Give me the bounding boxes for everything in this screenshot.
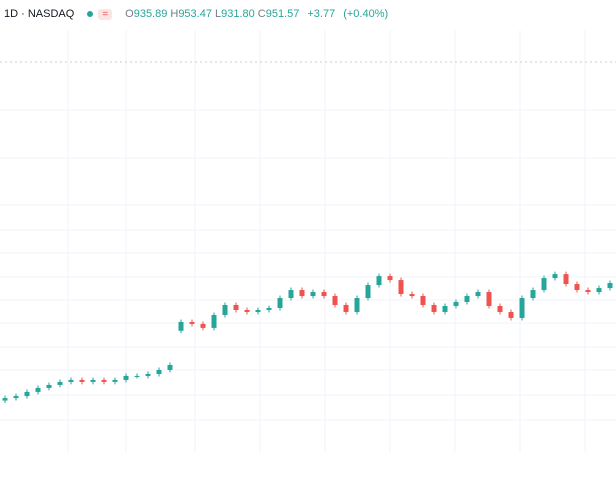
change-pct: (+0.40%)	[343, 8, 389, 20]
change: +3.77	[307, 8, 336, 20]
candle-body	[156, 369, 162, 374]
candle-body	[57, 381, 63, 385]
candle-body	[90, 379, 96, 382]
candle-body	[277, 298, 283, 308]
candle-body	[244, 309, 250, 312]
candle-body	[574, 284, 580, 291]
candle-body	[431, 304, 437, 312]
candle-body	[563, 274, 569, 285]
candle-body	[255, 309, 261, 312]
status-dot	[87, 11, 94, 17]
candle-body	[365, 285, 371, 299]
candle-body	[552, 274, 558, 279]
candle-body	[409, 294, 415, 297]
candle-body	[123, 375, 129, 380]
candle-body	[112, 379, 118, 382]
candle-body	[453, 301, 459, 306]
symbol: 1D · NASDAQ	[4, 8, 75, 20]
candle-body	[387, 276, 393, 281]
candle-body	[167, 364, 173, 370]
candle-body	[475, 292, 481, 297]
candle-body	[508, 311, 514, 318]
ohlc-value: 935.89	[133, 8, 168, 20]
candle-body	[222, 304, 228, 315]
candle-body	[2, 398, 8, 401]
candle-body	[354, 298, 360, 312]
candle-body	[145, 373, 151, 376]
ohlc-value: 953.47	[178, 8, 212, 20]
candle-body	[376, 276, 382, 286]
ohlc-key: L	[214, 8, 222, 20]
candle-body	[519, 298, 525, 318]
candle-body	[343, 304, 349, 312]
candle-body	[68, 379, 74, 382]
candle-body	[486, 292, 492, 306]
candle-body	[299, 290, 305, 297]
candle-body	[101, 379, 107, 382]
legend-header: 1D · NASDAQ = O935.89 H953.47 L931.80 C951.…	[4, 8, 391, 20]
candle-body	[79, 379, 85, 382]
candle-body	[178, 321, 184, 331]
candle-body	[288, 290, 294, 299]
candle-body	[310, 292, 316, 297]
candle-body	[497, 305, 503, 312]
candle-body	[530, 290, 536, 299]
candle-body	[189, 321, 195, 324]
candle-body	[420, 296, 426, 305]
candle-body	[398, 280, 404, 295]
candle-body	[266, 307, 272, 310]
badge: =	[98, 8, 113, 20]
candle-body	[24, 391, 30, 397]
candle-body	[585, 290, 591, 293]
candle-body	[46, 384, 52, 388]
candle-body	[332, 296, 338, 305]
candle-body	[596, 288, 602, 293]
candle-body	[442, 305, 448, 312]
ohlc-value: 931.80	[221, 8, 255, 20]
ohlc-key: H	[170, 8, 179, 20]
ohlc: O935.89 H953.47 L931.80 C951.57	[125, 8, 302, 20]
candle-body	[13, 396, 19, 399]
candle-body	[541, 278, 547, 291]
ohlc-value: 951.57	[265, 8, 300, 20]
candle-body	[200, 323, 206, 328]
ohlc-key: O	[125, 8, 134, 20]
candle-body	[211, 314, 217, 328]
candle-body	[35, 387, 41, 392]
candle-body	[464, 296, 470, 302]
ohlc-key: C	[257, 8, 266, 20]
candle-body	[607, 283, 613, 289]
candle-body	[134, 375, 140, 377]
candle-body	[321, 292, 327, 297]
candle-body	[233, 304, 239, 310]
